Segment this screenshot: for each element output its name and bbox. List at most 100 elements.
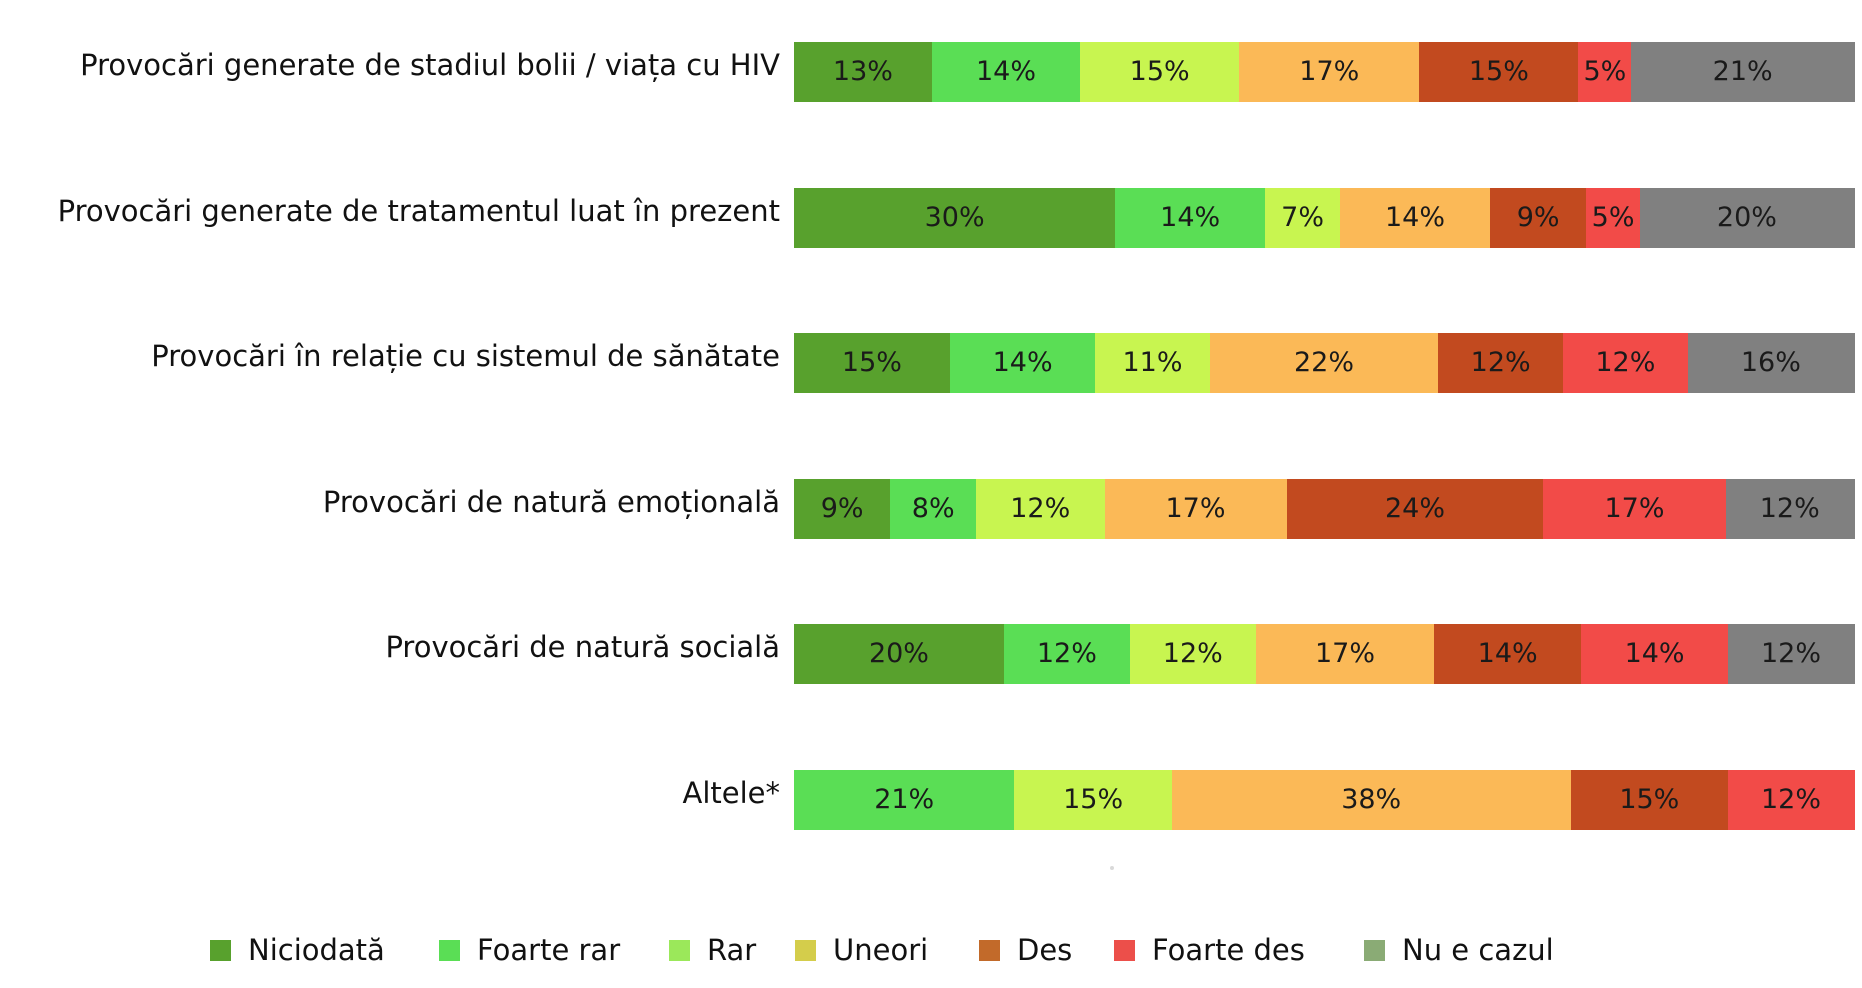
- data-label: 17%: [1604, 492, 1665, 524]
- data-label: 20%: [1716, 201, 1777, 233]
- data-label: 5%: [1583, 56, 1627, 87]
- bar-segment: [794, 624, 1005, 685]
- data-label: 14%: [992, 347, 1053, 379]
- bar-row: 9% 8% 12% 17% 24% 17% 12%: [794, 478, 1855, 539]
- bar-segment: [1209, 333, 1439, 394]
- category-label: Altele*: [682, 776, 780, 810]
- bar-row: 13% 14% 15% 17% 15% 5% 21%: [794, 42, 1855, 102]
- data-label: 12%: [1761, 784, 1822, 815]
- data-label: 12%: [1470, 347, 1531, 379]
- bar-segment: [1171, 770, 1572, 830]
- bar-segment: [794, 770, 1015, 830]
- legend-label: Foarte rar: [477, 933, 621, 967]
- legend: Niciodată Foarte rar Rar Uneori Des Foarte de…: [0, 930, 1862, 970]
- bar-segment: [1115, 187, 1266, 248]
- data-label: 22%: [1293, 347, 1354, 379]
- legend-label: Uneori: [833, 933, 929, 967]
- data-label: 9%: [1516, 201, 1560, 233]
- stray-dot: [1110, 866, 1114, 870]
- bar-segment: [890, 478, 977, 539]
- legend-label: Foarte des: [1152, 933, 1305, 967]
- data-label: 14%: [1624, 638, 1685, 670]
- bar-segment: [1340, 187, 1491, 248]
- data-label: 8%: [911, 492, 955, 524]
- bar-segment: [1095, 333, 1211, 394]
- bar-segment: [1725, 478, 1855, 539]
- data-label: 12%: [1010, 492, 1071, 524]
- bar-segment: [1003, 624, 1131, 685]
- legend-label: Niciodată: [248, 933, 385, 967]
- bar-segment: [931, 42, 1081, 102]
- bar-segment: [1489, 187, 1587, 248]
- bar-segment: [1265, 187, 1341, 248]
- bar-segment: [1543, 478, 1727, 539]
- bar-segment: [1014, 770, 1173, 830]
- bar-segment: [1639, 187, 1855, 248]
- category-label: Provocări de natură socială: [385, 630, 780, 665]
- data-label: 24%: [1384, 492, 1445, 524]
- category-label: Provocări în relație cu sistemul de sănă…: [151, 339, 780, 374]
- data-label: 38%: [1341, 784, 1402, 815]
- data-label: 17%: [1314, 638, 1375, 670]
- category-label: Provocări generate de tratamentul luat î…: [57, 193, 780, 228]
- data-label: 15%: [1619, 784, 1680, 815]
- bar-segment: [1129, 624, 1257, 685]
- legend-swatch: [1364, 940, 1385, 961]
- bar-segment: [1728, 770, 1855, 830]
- data-label: 14%: [1477, 638, 1538, 670]
- legend-swatch: [1114, 940, 1135, 961]
- data-label: 20%: [868, 638, 929, 670]
- data-label: 21%: [874, 784, 935, 815]
- data-label: 30%: [924, 201, 985, 233]
- bar-segment: [1419, 42, 1579, 102]
- bar-segment: [1570, 770, 1729, 830]
- data-label: 14%: [1160, 201, 1221, 233]
- data-label: 12%: [1162, 638, 1223, 670]
- legend-swatch: [439, 940, 460, 961]
- data-label: 14%: [975, 56, 1036, 87]
- bar-segment: [949, 333, 1096, 394]
- legend-swatch: [210, 940, 231, 961]
- data-label: 15%: [1468, 56, 1529, 87]
- bar-segment: [794, 187, 1116, 248]
- bar-segment: [1687, 333, 1855, 394]
- bar-segment: [1578, 42, 1632, 102]
- bar-segment: [1239, 42, 1420, 102]
- bar-segment: [1286, 478, 1545, 539]
- data-label: 17%: [1299, 56, 1360, 87]
- bar-row: 30% 14% 7% 14% 9% 5% 20%: [794, 187, 1855, 248]
- bar-row: 15% 14% 11% 22% 12% 12% 16%: [794, 333, 1855, 394]
- category-label: Provocări generate de stadiul bolii / vi…: [80, 48, 780, 82]
- data-label: 17%: [1165, 492, 1226, 524]
- data-label: 12%: [1759, 492, 1820, 524]
- data-label: 16%: [1740, 347, 1801, 379]
- bar-segment: [794, 478, 891, 539]
- data-label: 15%: [841, 347, 902, 379]
- data-label: 12%: [1595, 347, 1656, 379]
- bar-segment: [1434, 624, 1582, 685]
- category-label: Provocări de natură emoțională: [322, 484, 780, 519]
- legend-swatch: [669, 940, 690, 961]
- bar-row: 21% 15% 38% 15% 12%: [794, 770, 1855, 830]
- data-label: 5%: [1591, 201, 1635, 233]
- data-label: 15%: [1129, 56, 1190, 87]
- data-label: 12%: [1761, 638, 1822, 670]
- data-label: 7%: [1281, 201, 1324, 233]
- data-label: 11%: [1122, 347, 1183, 379]
- data-label: 21%: [1712, 56, 1773, 87]
- legend-label: Rar: [707, 933, 757, 967]
- bar-segment: [1581, 624, 1729, 685]
- bar-segment: [1255, 624, 1435, 685]
- bar-segment: [794, 333, 951, 394]
- bar-segment: [1080, 42, 1240, 102]
- data-label: 14%: [1384, 201, 1445, 233]
- data-label: 12%: [1036, 638, 1097, 670]
- bar-segment: [1563, 333, 1689, 394]
- bar-segment: [1438, 333, 1564, 394]
- bar-segment: [794, 42, 933, 102]
- data-label: 15%: [1063, 784, 1124, 815]
- bar-segment: [1631, 42, 1855, 102]
- bar-segment: [1728, 624, 1855, 685]
- legend-label: Des: [1017, 933, 1073, 967]
